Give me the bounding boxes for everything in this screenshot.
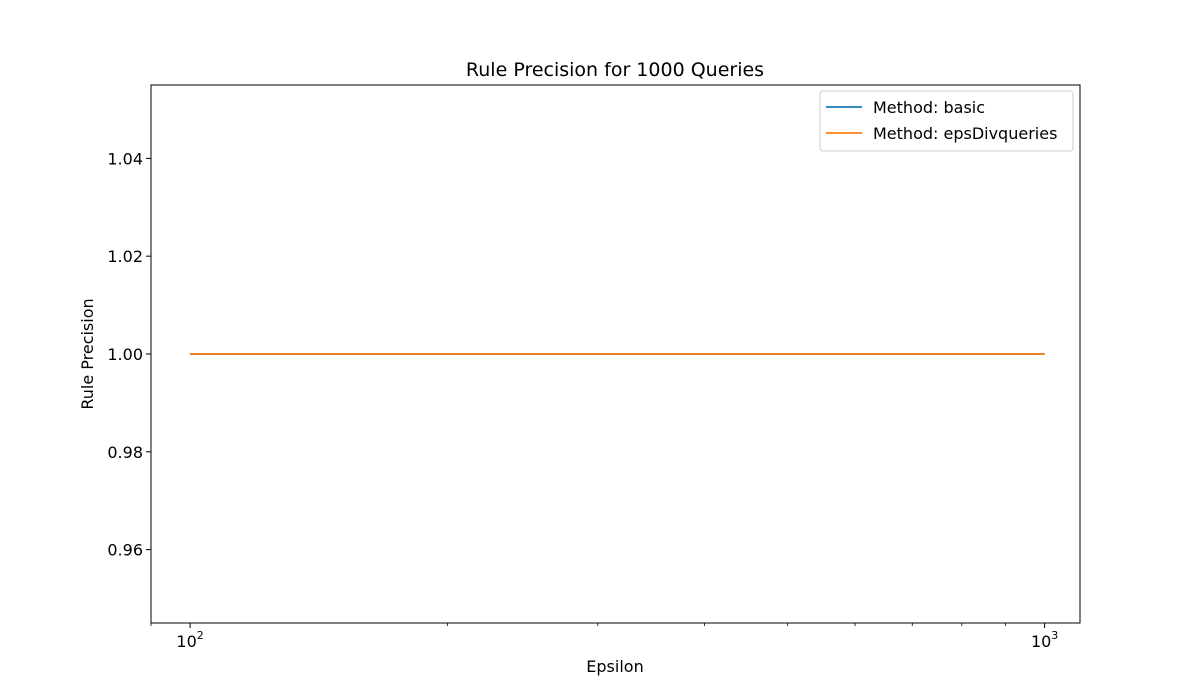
plot-area: 0.96 0.98 1.00 1.02 1.04 102 103 [107,84,1081,651]
y-tick-label: 1.00 [107,345,143,364]
legend-label: Method: epsDivqueries [873,124,1057,143]
x-axis-label: Epsilon [586,657,643,676]
chart-title: Rule Precision for 1000 Queries [466,59,764,81]
y-tick-label: 0.96 [107,541,143,560]
legend-label: Method: basic [873,98,985,117]
legend-box [819,90,1074,152]
y-tick-label: 1.04 [107,149,143,168]
x-tick-label: 103 [1031,629,1058,651]
legend: Method: basic Method: epsDivqueries [819,90,1074,152]
y-axis-label: Rule Precision [78,298,97,409]
x-tick-label: 102 [176,629,203,651]
y-tick-label: 0.98 [107,443,143,462]
y-tick-label: 1.02 [107,247,143,266]
